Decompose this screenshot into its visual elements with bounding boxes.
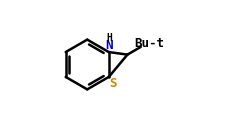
Text: Bu-t: Bu-t bbox=[135, 37, 165, 50]
Text: S: S bbox=[109, 77, 117, 90]
Text: N: N bbox=[106, 39, 113, 52]
Text: H: H bbox=[106, 33, 112, 43]
